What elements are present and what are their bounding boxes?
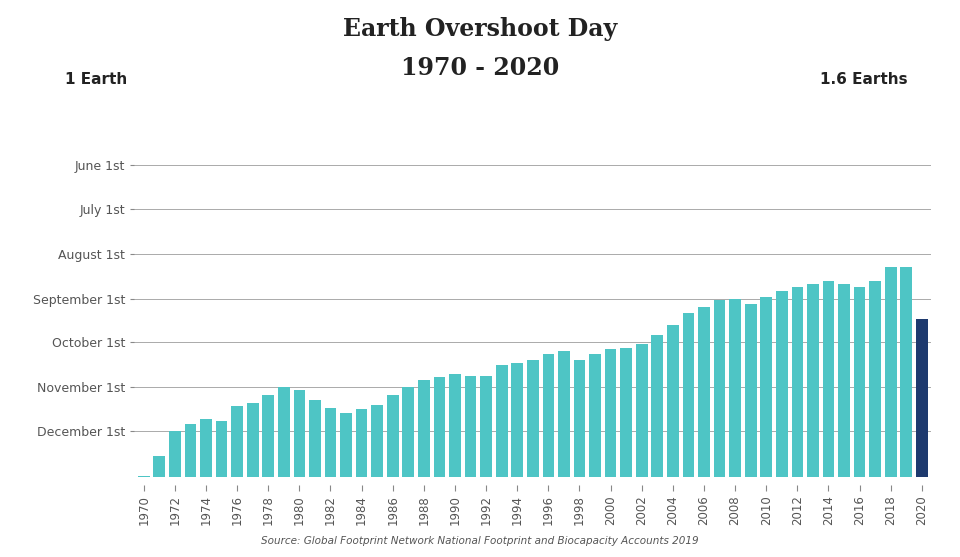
Bar xyxy=(636,344,648,477)
Bar xyxy=(449,374,461,477)
Bar xyxy=(200,419,212,477)
Bar xyxy=(620,348,632,477)
Bar xyxy=(356,409,368,477)
Bar xyxy=(527,360,539,477)
Bar xyxy=(745,305,756,477)
Bar xyxy=(138,476,150,477)
Bar xyxy=(262,394,274,477)
Bar xyxy=(776,291,787,477)
Bar xyxy=(916,319,927,477)
Text: 1970 - 2020: 1970 - 2020 xyxy=(401,56,559,80)
Bar xyxy=(885,267,897,477)
Bar xyxy=(542,354,554,477)
Bar xyxy=(823,281,834,477)
Bar xyxy=(589,354,601,477)
Bar xyxy=(247,403,258,477)
Bar xyxy=(698,307,709,477)
Bar xyxy=(402,387,414,477)
Bar xyxy=(730,299,741,477)
Bar xyxy=(792,287,804,477)
Bar xyxy=(480,375,492,477)
Bar xyxy=(652,335,663,477)
Bar xyxy=(340,413,352,477)
Bar xyxy=(605,349,616,477)
Bar xyxy=(387,394,398,477)
Bar xyxy=(372,405,383,477)
Bar xyxy=(512,363,523,477)
Text: 1.6 Earths: 1.6 Earths xyxy=(820,72,908,87)
Text: Source: Global Footprint Network National Footprint and Biocapacity Accounts 201: Source: Global Footprint Network Nationa… xyxy=(261,536,699,546)
Text: 1 Earth: 1 Earth xyxy=(65,72,127,87)
Bar xyxy=(574,360,586,477)
Bar xyxy=(495,365,508,477)
Bar xyxy=(713,300,726,477)
Bar xyxy=(309,400,321,477)
Text: Earth Overshoot Day: Earth Overshoot Day xyxy=(343,17,617,41)
Bar xyxy=(807,284,819,477)
Bar xyxy=(184,423,196,477)
Bar xyxy=(683,313,694,477)
Bar xyxy=(853,287,866,477)
Bar xyxy=(278,387,290,477)
Bar xyxy=(434,377,445,477)
Bar xyxy=(418,380,430,477)
Bar xyxy=(870,281,881,477)
Bar xyxy=(294,390,305,477)
Bar xyxy=(169,431,180,477)
Bar xyxy=(838,284,850,477)
Bar xyxy=(667,325,679,477)
Bar xyxy=(216,421,228,477)
Bar xyxy=(900,267,912,477)
Bar xyxy=(760,297,772,477)
Bar xyxy=(324,408,336,477)
Bar xyxy=(231,406,243,477)
Bar xyxy=(465,375,476,477)
Bar xyxy=(558,351,570,477)
Bar xyxy=(154,456,165,477)
